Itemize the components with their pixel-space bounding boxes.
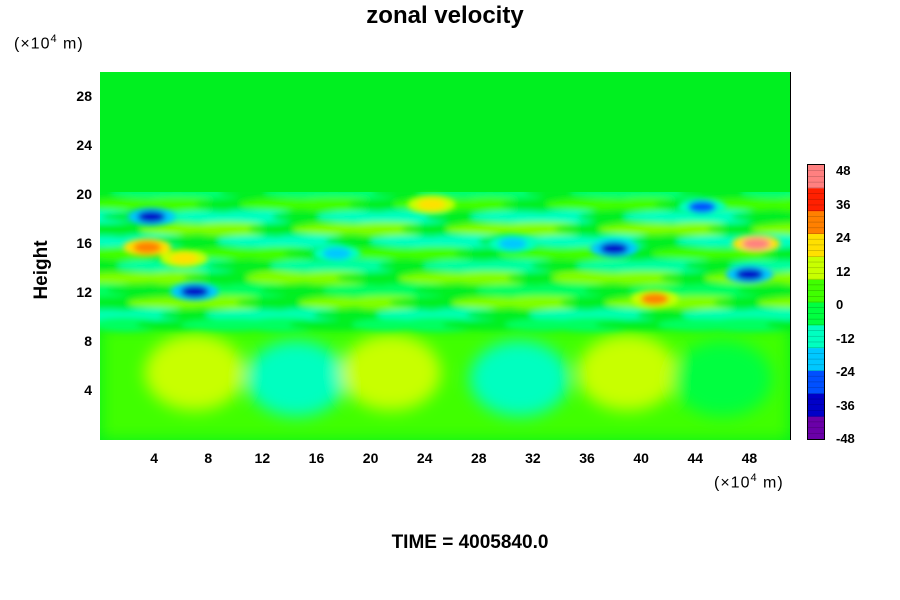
velocity-field — [100, 72, 790, 440]
band-texture — [244, 317, 320, 332]
colorbar-block — [808, 416, 824, 439]
x-tick-label: 12 — [254, 450, 271, 466]
band-texture — [262, 234, 354, 249]
band-texture — [762, 197, 790, 212]
colorbar-tick-label: -24 — [836, 364, 855, 379]
x-tick-label: 44 — [687, 450, 704, 466]
x-tick-label: 20 — [362, 450, 379, 466]
colorbar-tick-label: 12 — [836, 263, 851, 279]
x-tick-label: 40 — [633, 450, 649, 466]
colorbar-block — [808, 370, 824, 394]
colorbar-tick-label: -12 — [836, 330, 855, 346]
band-texture — [391, 246, 485, 261]
band-texture — [285, 197, 383, 212]
colorbar-block — [808, 256, 824, 280]
colorbar — [807, 164, 825, 440]
velocity-feature — [735, 268, 764, 281]
velocity-feature — [246, 340, 347, 417]
colorbar-block — [808, 210, 824, 234]
x-tick-label: 24 — [416, 450, 433, 466]
band-texture — [456, 197, 524, 212]
velocity-feature — [169, 252, 198, 265]
y-tick-label: 4 — [84, 381, 92, 398]
velocity-feature — [180, 285, 209, 298]
x-tick-label: 36 — [579, 450, 595, 466]
velocity-feature — [672, 340, 773, 417]
band-texture — [741, 192, 790, 199]
velocity-feature — [144, 334, 245, 411]
band-texture — [731, 211, 790, 222]
velocity-feature — [688, 200, 717, 213]
y-tick-label: 28 — [76, 87, 92, 104]
colorbar-tick-label: -48 — [836, 431, 855, 446]
band-texture — [415, 234, 513, 249]
band-texture — [468, 258, 564, 273]
plot-border — [790, 72, 791, 440]
colorbar-tick-label: 48 — [836, 163, 851, 178]
velocity-feature — [577, 334, 678, 411]
band-texture — [737, 285, 790, 296]
y-tick-label: 20 — [76, 185, 92, 202]
x-axis-unit: (×104 m) — [714, 472, 784, 492]
velocity-feature — [469, 340, 570, 417]
x-tick-label: 32 — [525, 450, 541, 466]
y-axis-unit: (×104 m) — [14, 33, 84, 53]
band-texture — [768, 271, 790, 285]
x-tick-label: 8 — [204, 450, 213, 466]
colorbar-tick-label: 36 — [836, 196, 851, 212]
velocity-feature — [137, 210, 166, 223]
band-texture — [338, 222, 434, 237]
band-texture — [609, 197, 683, 212]
y-tick-label: 8 — [84, 332, 92, 349]
colorbar-block — [808, 233, 824, 257]
band-texture — [533, 209, 603, 224]
colorbar-block — [808, 187, 824, 212]
y-tick-label: 12 — [76, 283, 92, 300]
y-tick-label: 16 — [76, 234, 92, 251]
velocity-feature — [340, 334, 441, 411]
band-texture — [597, 271, 695, 286]
band-texture — [521, 283, 615, 298]
colorbar-block — [808, 165, 824, 189]
velocity-feature — [640, 292, 669, 305]
chart-title: zonal velocity — [366, 2, 524, 29]
x-tick-label: 4 — [150, 450, 159, 466]
velocity-feature — [498, 237, 527, 250]
band-texture — [444, 271, 536, 286]
time-label: TIME = 4005840.0 — [391, 532, 549, 553]
velocity-feature — [417, 198, 446, 211]
colorbar-tick-label: -36 — [836, 397, 855, 413]
colorbar-block — [808, 393, 824, 417]
band-texture — [209, 209, 303, 224]
colorbar-tick-label: 0 — [836, 297, 844, 312]
band-texture — [758, 296, 790, 309]
band-texture — [100, 317, 161, 332]
colorbar-block — [808, 279, 824, 303]
x-tick-label: 48 — [741, 450, 758, 466]
band-texture — [766, 319, 790, 330]
band-texture — [752, 223, 790, 235]
colorbar-tick-label: 24 — [836, 230, 851, 245]
band-texture — [497, 295, 587, 310]
colorbar-block — [808, 302, 824, 326]
band-texture — [662, 222, 734, 237]
velocity-feature — [600, 242, 629, 255]
velocity-feature — [133, 241, 162, 254]
x-tick-label: 16 — [308, 450, 325, 466]
y-tick-label: 24 — [76, 136, 92, 153]
band-texture — [703, 317, 790, 332]
colorbar-block — [808, 347, 824, 371]
band-texture — [185, 222, 275, 237]
y-axis-label: Height — [31, 240, 52, 300]
x-tick-label: 28 — [471, 450, 487, 466]
velocity-feature — [742, 237, 771, 250]
colorbar-block — [808, 324, 824, 349]
velocity-feature — [322, 247, 351, 260]
